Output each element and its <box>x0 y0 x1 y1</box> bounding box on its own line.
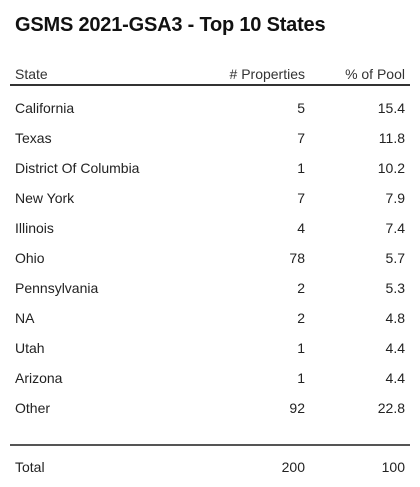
table-row: Illinois 4 7.4 <box>10 213 410 243</box>
cell-properties: 2 <box>297 280 305 296</box>
cell-state: Ohio <box>15 250 45 266</box>
page-title: GSMS 2021-GSA3 - Top 10 States <box>15 14 326 36</box>
cell-state: Pennsylvania <box>15 280 99 296</box>
cell-properties: 92 <box>289 400 305 416</box>
total-label: Total <box>15 459 45 475</box>
cell-pool: 7.9 <box>385 190 405 206</box>
cell-properties: 2 <box>297 310 305 326</box>
total-properties: 200 <box>281 459 305 475</box>
cell-pool: 5.7 <box>385 250 405 266</box>
cell-properties: 7 <box>297 190 305 206</box>
cell-pool: 5.3 <box>385 280 405 296</box>
header-properties: # Properties <box>229 66 305 82</box>
cell-pool: 10.2 <box>377 160 405 176</box>
table-row: Ohio 78 5.7 <box>10 243 410 273</box>
cell-state: Utah <box>15 340 45 356</box>
states-table: State # Properties % of Pool California … <box>10 64 410 423</box>
cell-state: Texas <box>15 130 52 146</box>
cell-pool: 4.4 <box>385 370 405 386</box>
cell-state: Arizona <box>15 370 63 386</box>
cell-pool: 11.8 <box>378 130 405 146</box>
table-row: NA 2 4.8 <box>10 303 410 333</box>
cell-properties: 1 <box>297 160 305 176</box>
table-header: State # Properties % of Pool <box>10 64 410 86</box>
cell-properties: 7 <box>297 130 305 146</box>
cell-state: California <box>15 100 75 116</box>
cell-state: NA <box>15 310 35 326</box>
cell-state: New York <box>15 190 75 206</box>
cell-pool: 7.4 <box>385 220 405 236</box>
table-row: Utah 1 4.4 <box>10 333 410 363</box>
table-row: Arizona 1 4.4 <box>10 363 410 393</box>
cell-pool: 22.8 <box>377 400 405 416</box>
cell-state: Illinois <box>15 220 54 236</box>
total-row: Total 200 100 <box>10 452 410 482</box>
table-row: Other 92 22.8 <box>10 393 410 423</box>
cell-pool: 15.4 <box>377 100 405 116</box>
table-row: New York 7 7.9 <box>10 183 410 213</box>
cell-properties: 4 <box>297 220 305 236</box>
cell-properties: 1 <box>297 370 305 386</box>
cell-properties: 78 <box>289 250 305 266</box>
cell-properties: 5 <box>297 100 305 116</box>
table-row: Texas 7 11.8 <box>10 123 410 153</box>
total-pool: 100 <box>381 459 405 475</box>
header-pool: % of Pool <box>345 66 405 82</box>
cell-pool: 4.8 <box>385 310 405 326</box>
table-row: Pennsylvania 2 5.3 <box>10 273 410 303</box>
cell-state: District Of Columbia <box>15 160 140 176</box>
cell-state: Other <box>15 400 51 416</box>
table-row: District Of Columbia 1 10.2 <box>10 153 410 183</box>
total-divider <box>10 444 410 446</box>
header-state: State <box>15 66 48 82</box>
table-body: California 5 15.4 Texas 7 11.8 District … <box>10 86 410 423</box>
cell-pool: 4.4 <box>385 340 405 356</box>
cell-properties: 1 <box>297 340 305 356</box>
table-row: California 5 15.4 <box>10 93 410 123</box>
